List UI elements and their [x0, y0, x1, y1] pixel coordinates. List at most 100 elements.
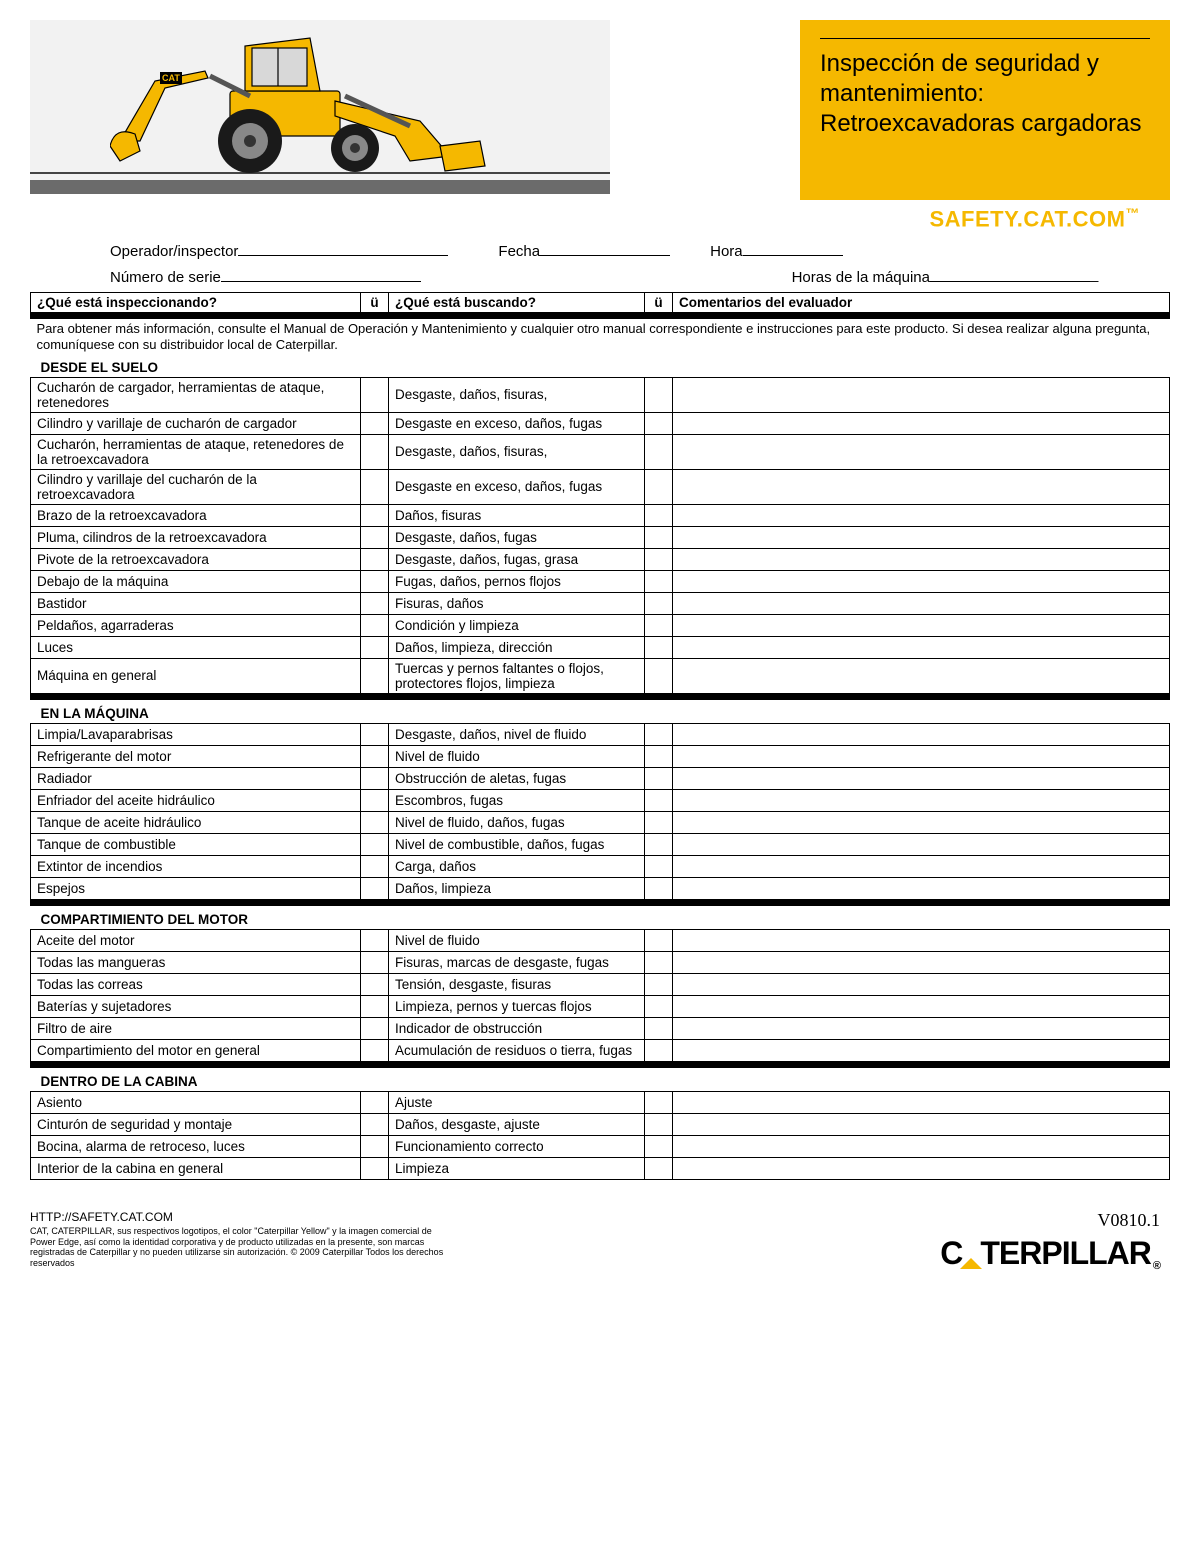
- comment-cell[interactable]: [673, 789, 1170, 811]
- col-look-header: ¿Qué está buscando?: [389, 293, 645, 313]
- check-cell[interactable]: [645, 723, 673, 745]
- check-cell[interactable]: [361, 1157, 389, 1179]
- comment-cell[interactable]: [673, 951, 1170, 973]
- check-cell[interactable]: [361, 1039, 389, 1061]
- comment-cell[interactable]: [673, 412, 1170, 434]
- check-cell[interactable]: [645, 1039, 673, 1061]
- check-cell[interactable]: [645, 973, 673, 995]
- check-cell[interactable]: [361, 1135, 389, 1157]
- check-cell[interactable]: [645, 504, 673, 526]
- comment-cell[interactable]: [673, 1039, 1170, 1061]
- check-cell[interactable]: [645, 1113, 673, 1135]
- check-cell[interactable]: [645, 526, 673, 548]
- comment-cell[interactable]: [673, 877, 1170, 899]
- check-cell[interactable]: [361, 745, 389, 767]
- inspect-cell: Asiento: [31, 1091, 361, 1113]
- check-cell[interactable]: [361, 973, 389, 995]
- comment-cell[interactable]: [673, 636, 1170, 658]
- check-cell[interactable]: [645, 855, 673, 877]
- check-cell[interactable]: [645, 636, 673, 658]
- check-cell[interactable]: [645, 877, 673, 899]
- check-cell[interactable]: [645, 434, 673, 469]
- comment-cell[interactable]: [673, 745, 1170, 767]
- check-cell[interactable]: [361, 658, 389, 693]
- check-cell[interactable]: [645, 951, 673, 973]
- check-cell[interactable]: [361, 995, 389, 1017]
- check-cell[interactable]: [645, 614, 673, 636]
- check-cell[interactable]: [645, 789, 673, 811]
- comment-cell[interactable]: [673, 548, 1170, 570]
- check-cell[interactable]: [645, 995, 673, 1017]
- check-cell[interactable]: [645, 658, 673, 693]
- comment-cell[interactable]: [673, 1091, 1170, 1113]
- check-cell[interactable]: [361, 855, 389, 877]
- comment-cell[interactable]: [673, 995, 1170, 1017]
- check-cell[interactable]: [645, 548, 673, 570]
- date-field[interactable]: Fecha: [498, 240, 670, 260]
- comment-cell[interactable]: [673, 570, 1170, 592]
- check-cell[interactable]: [361, 548, 389, 570]
- comment-cell[interactable]: [673, 1135, 1170, 1157]
- check-cell[interactable]: [361, 377, 389, 412]
- comment-cell[interactable]: [673, 1017, 1170, 1039]
- serial-field[interactable]: Número de serie: [110, 266, 421, 286]
- check-cell[interactable]: [645, 1091, 673, 1113]
- check-cell[interactable]: [361, 592, 389, 614]
- comment-cell[interactable]: [673, 504, 1170, 526]
- comment-cell[interactable]: [673, 469, 1170, 504]
- check-cell[interactable]: [645, 811, 673, 833]
- footer-legal: CAT, CATERPILLAR, sus respectivos logoti…: [30, 1226, 450, 1269]
- comment-cell[interactable]: [673, 526, 1170, 548]
- check-cell[interactable]: [645, 767, 673, 789]
- check-cell[interactable]: [361, 767, 389, 789]
- comment-cell[interactable]: [673, 658, 1170, 693]
- check-cell[interactable]: [361, 929, 389, 951]
- comment-cell[interactable]: [673, 855, 1170, 877]
- check-cell[interactable]: [645, 1017, 673, 1039]
- check-cell[interactable]: [361, 504, 389, 526]
- comment-cell[interactable]: [673, 592, 1170, 614]
- check-cell[interactable]: [361, 1017, 389, 1039]
- check-cell[interactable]: [645, 592, 673, 614]
- comment-cell[interactable]: [673, 1113, 1170, 1135]
- check-cell[interactable]: [645, 833, 673, 855]
- look-cell: Nivel de combustible, daños, fugas: [389, 833, 645, 855]
- check-cell[interactable]: [361, 789, 389, 811]
- check-cell[interactable]: [645, 469, 673, 504]
- machine-hours-field[interactable]: Horas de la máquina: [792, 266, 1090, 286]
- check-cell[interactable]: [361, 1091, 389, 1113]
- check-cell[interactable]: [361, 833, 389, 855]
- check-cell[interactable]: [645, 570, 673, 592]
- comment-cell[interactable]: [673, 434, 1170, 469]
- check-cell[interactable]: [645, 412, 673, 434]
- comment-cell[interactable]: [673, 767, 1170, 789]
- check-cell[interactable]: [361, 723, 389, 745]
- operator-field[interactable]: Operador/inspector: [110, 240, 448, 260]
- check-cell[interactable]: [361, 1113, 389, 1135]
- check-cell[interactable]: [361, 951, 389, 973]
- comment-cell[interactable]: [673, 377, 1170, 412]
- check-cell[interactable]: [645, 1157, 673, 1179]
- comment-cell[interactable]: [673, 929, 1170, 951]
- comment-cell[interactable]: [673, 833, 1170, 855]
- time-field[interactable]: Hora: [710, 240, 843, 260]
- check-cell[interactable]: [361, 570, 389, 592]
- comment-cell[interactable]: [673, 614, 1170, 636]
- check-cell[interactable]: [645, 1135, 673, 1157]
- comment-cell[interactable]: [673, 723, 1170, 745]
- check-cell[interactable]: [361, 526, 389, 548]
- check-cell[interactable]: [645, 929, 673, 951]
- check-cell[interactable]: [645, 377, 673, 412]
- check-cell[interactable]: [645, 745, 673, 767]
- inspect-cell: Cucharón de cargador, herramientas de at…: [31, 377, 361, 412]
- check-cell[interactable]: [361, 636, 389, 658]
- comment-cell[interactable]: [673, 811, 1170, 833]
- comment-cell[interactable]: [673, 973, 1170, 995]
- comment-cell[interactable]: [673, 1157, 1170, 1179]
- check-cell[interactable]: [361, 614, 389, 636]
- check-cell[interactable]: [361, 811, 389, 833]
- check-cell[interactable]: [361, 469, 389, 504]
- check-cell[interactable]: [361, 877, 389, 899]
- check-cell[interactable]: [361, 412, 389, 434]
- check-cell[interactable]: [361, 434, 389, 469]
